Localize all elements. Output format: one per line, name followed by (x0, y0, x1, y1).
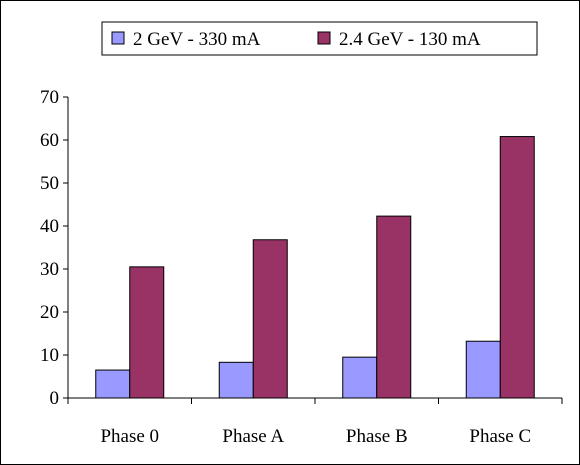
y-tick-label-3: 30 (40, 259, 59, 280)
legend: 2 GeV - 330 mA 2.4 GeV - 130 mA (101, 21, 538, 56)
y-tick-label-2: 20 (40, 302, 59, 323)
x-tick-label-2: Phase B (346, 426, 408, 447)
x-tick-label-3: Phase C (469, 426, 531, 447)
legend-swatch-0 (111, 31, 125, 45)
bar-0-2 (342, 356, 378, 399)
x-tick-label-1: Phase A (222, 426, 284, 447)
bar-0-0 (95, 369, 131, 399)
y-tick-label-5: 50 (40, 173, 59, 194)
plot-area: 0 10 20 30 40 50 60 70 Phase 0 Phase A Phase B Phas… (40, 87, 563, 447)
x-tick-label-0: Phase 0 (100, 426, 159, 447)
y-tick-label-7: 70 (40, 87, 59, 108)
legend-label-1: 2.4 GeV - 130 mA (339, 29, 481, 50)
bar-1-1 (252, 239, 288, 399)
y-tick-label-0: 0 (50, 388, 60, 409)
bar-1-3 (499, 136, 535, 399)
legend-label-0: 2 GeV - 330 mA (133, 29, 261, 50)
y-tick-label-6: 60 (40, 130, 59, 151)
bar-1-0 (129, 266, 165, 399)
bar-0-1 (218, 361, 254, 399)
y-tick-label-1: 10 (40, 345, 59, 366)
bar-1-2 (376, 215, 412, 399)
bar-0-3 (465, 340, 501, 399)
y-tick-label-4: 40 (40, 216, 59, 237)
legend-swatch-1 (317, 31, 331, 45)
